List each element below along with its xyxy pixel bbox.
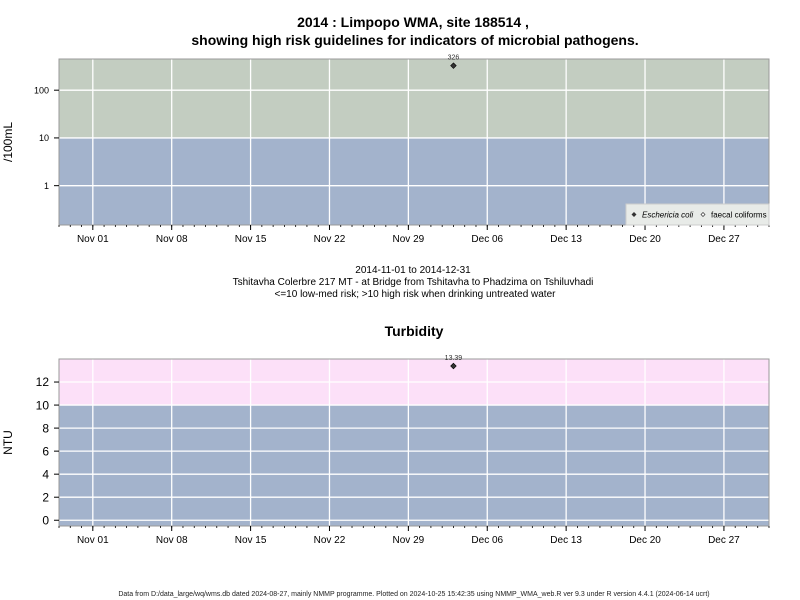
chart2-ylabel: NTU bbox=[1, 430, 15, 455]
chart2-point-label-0-0: 13.39 bbox=[445, 355, 463, 362]
chart1-point-0-0 bbox=[450, 62, 457, 69]
chart2-title: Turbidity bbox=[385, 323, 444, 339]
chart2-ytick-label-4: 8 bbox=[42, 421, 49, 435]
chart2-xtick-label-8: Dec 27 bbox=[708, 535, 740, 546]
chart1-ytick-label-1: 10 bbox=[39, 133, 49, 143]
footer-note: Data from D:/data_large/wq/wms.db dated … bbox=[118, 591, 709, 598]
chart1-legend-label-0: Eschericia coli bbox=[642, 211, 693, 220]
chart1-legend-marker-0 bbox=[631, 212, 637, 217]
chart1-xtick-label-8: Dec 27 bbox=[708, 234, 740, 245]
chart1-ylabel: /100mL bbox=[1, 122, 15, 162]
chart1-band-1 bbox=[59, 59, 769, 138]
chart2-ytick-label-2: 4 bbox=[42, 467, 49, 481]
caption-risk-note: <=10 low-med risk; >10 high risk when dr… bbox=[275, 289, 557, 300]
chart1-plot: 1 10 100 Nov 01 Nov 08 Nov 15 Nov 22 Nov 29 Dec … bbox=[1, 55, 770, 245]
caption-site: Tshitavha Colerbre 217 MT - at Bridge fr… bbox=[233, 277, 594, 288]
chart2-ytick-label-0: 0 bbox=[42, 513, 49, 527]
chart2-xtick-label-6: Dec 13 bbox=[550, 535, 582, 546]
chart1-legend-marker-1 bbox=[700, 212, 706, 217]
chart2-xtick-label-5: Dec 06 bbox=[471, 535, 503, 546]
chart1-xtick-label-3: Nov 22 bbox=[314, 234, 346, 245]
chart1-xtick-label-2: Nov 15 bbox=[235, 234, 267, 245]
chart2-xtick-label-2: Nov 15 bbox=[235, 535, 267, 546]
chart1-xtick-label-7: Dec 20 bbox=[629, 234, 661, 245]
chart1-legend: Eschericia coli faecal coliforms bbox=[625, 203, 770, 226]
chart2-ytick-label-1: 2 bbox=[42, 490, 49, 504]
chart2-xtick-label-4: Nov 29 bbox=[393, 535, 425, 546]
chart2-xtick-label-7: Dec 20 bbox=[629, 535, 661, 546]
chart2-plot: 0 2 4 6 8 10 12 Nov 01 Nov 08 Nov 15 Nov 22 Nov 29 D… bbox=[1, 355, 770, 546]
chart2-point-0-0 bbox=[450, 362, 457, 370]
chart1-frame bbox=[58, 58, 770, 226]
chart1-point-label-0-0: 326 bbox=[448, 55, 460, 62]
chart1-xtick-label-0: Nov 01 bbox=[77, 234, 109, 245]
chart2-band-0 bbox=[59, 405, 769, 526]
chart1-xtick-label-4: Nov 29 bbox=[393, 234, 425, 245]
chart1-legend-label-1: faecal coliforms bbox=[711, 211, 767, 220]
chart2-xtick-label-1: Nov 08 bbox=[156, 535, 188, 546]
chart1-xtick-label-5: Dec 06 bbox=[471, 234, 503, 245]
chart2-ytick-label-6: 12 bbox=[36, 375, 50, 389]
chart2-ytick-label-3: 6 bbox=[42, 444, 49, 458]
chart2-xtick-label-3: Nov 22 bbox=[314, 535, 346, 546]
chart2-ytick-label-5: 10 bbox=[36, 398, 50, 412]
chart1-xtick-label-1: Nov 08 bbox=[156, 234, 188, 245]
chart2-frame bbox=[58, 358, 770, 527]
chart1-title-line2: showing high risk guidelines for indicat… bbox=[191, 32, 638, 48]
chart1-xtick-label-6: Dec 13 bbox=[550, 234, 582, 245]
chart2-xtick-label-0: Nov 01 bbox=[77, 535, 109, 546]
chart1-ytick-label-0: 1 bbox=[44, 181, 49, 191]
chart1-legend-box bbox=[625, 203, 770, 226]
chart1-ytick-label-2: 100 bbox=[34, 85, 49, 95]
caption-date-range: 2014-11-01 to 2014-12-31 bbox=[355, 265, 471, 276]
chart1-title-line1: 2014 : Limpopo WMA, site 188514 , bbox=[297, 14, 529, 30]
